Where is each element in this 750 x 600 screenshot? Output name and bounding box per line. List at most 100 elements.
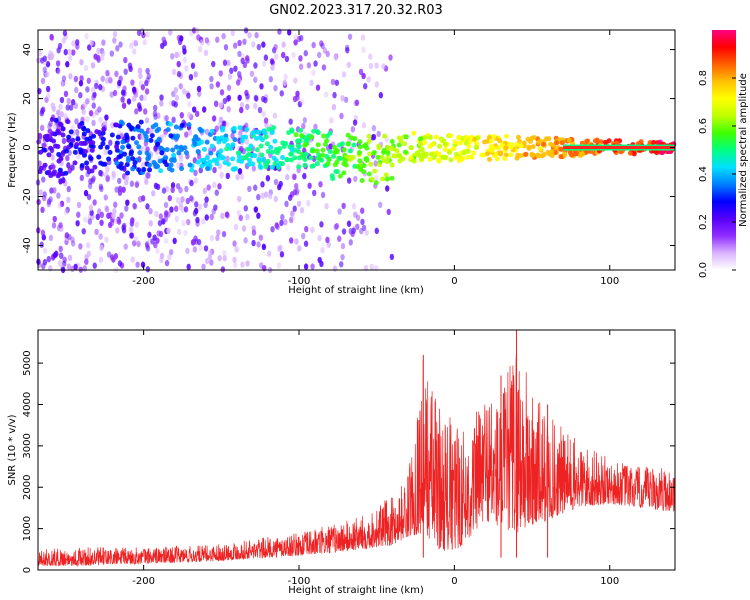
spectrogram-cell bbox=[171, 116, 176, 124]
spectrogram-x-ticks: -200 -100 0 100 bbox=[132, 30, 619, 287]
spectrogram-cell bbox=[180, 196, 185, 203]
spectrogram-cell bbox=[267, 192, 273, 200]
spectrogram-cell bbox=[388, 54, 393, 61]
spectrogram-cell bbox=[71, 40, 76, 47]
spectrogram-cell bbox=[201, 157, 207, 163]
spectrogram-cell bbox=[84, 165, 90, 171]
spectrogram-cell bbox=[41, 176, 46, 183]
spectrogram-cell bbox=[159, 256, 164, 264]
spectrogram-cell bbox=[63, 170, 69, 176]
spectrogram-cell bbox=[189, 195, 194, 202]
spectrogram-cell bbox=[217, 153, 223, 159]
spectrogram-cell bbox=[88, 110, 94, 117]
spectrogram-cell bbox=[48, 145, 54, 151]
spectrogram-cell bbox=[427, 156, 433, 162]
spectrogram-cell bbox=[68, 73, 73, 80]
spectrogram-cell bbox=[185, 247, 190, 255]
spectrogram-cell bbox=[101, 126, 107, 132]
spectrogram-cell bbox=[367, 151, 373, 157]
spectrogram-cell bbox=[185, 197, 191, 205]
spectrogram-x-tick-label: -100 bbox=[288, 276, 311, 287]
spectrogram-cell bbox=[272, 112, 278, 119]
spectrogram-cell bbox=[106, 156, 112, 162]
spectrogram-cell bbox=[124, 135, 130, 141]
spectrogram-cell bbox=[101, 39, 106, 46]
spectrogram-cell bbox=[87, 182, 93, 190]
snr-frame bbox=[37, 329, 676, 571]
spectrogram-cell bbox=[297, 100, 303, 108]
spectrogram-cell bbox=[437, 143, 443, 149]
spectrogram-cell bbox=[465, 148, 471, 154]
spectrogram-cell bbox=[340, 95, 345, 102]
spectrogram-cell bbox=[95, 213, 100, 221]
spectrogram-cell bbox=[197, 203, 203, 210]
spectrogram-cell bbox=[209, 83, 214, 90]
spectrogram-cell bbox=[104, 114, 109, 121]
spectrogram-cell bbox=[105, 69, 110, 77]
spectrogram-cell bbox=[168, 162, 174, 168]
spectrogram-cell bbox=[157, 219, 163, 227]
spectrogram-cell bbox=[467, 139, 473, 145]
spectrogram-cell bbox=[240, 57, 245, 65]
spectrogram-cell bbox=[417, 136, 423, 142]
spectrogram-cell bbox=[529, 151, 535, 157]
spectrogram-cell bbox=[176, 228, 182, 236]
spectrogram-cell bbox=[374, 174, 379, 182]
spectrogram-cell bbox=[193, 177, 199, 184]
spectrogram-cell bbox=[374, 227, 379, 235]
spectrogram-cell bbox=[132, 202, 137, 210]
spectrogram-cell bbox=[311, 69, 316, 77]
spectrogram-cell bbox=[187, 162, 193, 168]
spectrogram-cell bbox=[360, 34, 366, 41]
spectrogram-cell bbox=[225, 172, 231, 180]
spectrogram-cell bbox=[240, 155, 246, 161]
spectrogram-cell bbox=[38, 149, 44, 155]
spectrogram-cell bbox=[155, 183, 161, 191]
spectrogram-cell bbox=[347, 148, 353, 154]
spectrogram-cell bbox=[273, 178, 279, 186]
spectrogram-cell bbox=[98, 183, 104, 190]
spectrogram-cell bbox=[245, 152, 251, 158]
spectrogram-cell bbox=[55, 67, 60, 74]
spectrogram-cell bbox=[82, 265, 87, 272]
spectrogram-cell bbox=[337, 173, 343, 179]
spectrogram-cell bbox=[305, 136, 311, 142]
spectrogram-cell bbox=[226, 59, 231, 67]
spectrogram-cell bbox=[81, 228, 86, 235]
spectrogram-cell bbox=[98, 256, 104, 264]
spectrogram-cell bbox=[47, 123, 52, 130]
spectrogram-cell bbox=[163, 201, 169, 209]
spectrogram-cell bbox=[92, 91, 97, 99]
spectrogram-cell bbox=[337, 208, 342, 215]
spectrogram-cell bbox=[306, 199, 311, 207]
spectrogram-cell bbox=[372, 168, 378, 174]
spectrogram-cell bbox=[85, 86, 90, 93]
spectrogram-cell bbox=[178, 83, 183, 90]
spectrogram-cell bbox=[508, 152, 514, 158]
spectrogram-cell bbox=[236, 154, 242, 160]
spectrogram-cell bbox=[253, 206, 259, 213]
spectrogram-cell bbox=[277, 183, 282, 191]
spectrogram-cell bbox=[239, 138, 245, 144]
spectrogram-cell bbox=[204, 139, 210, 145]
spectrogram-cell bbox=[342, 158, 348, 164]
spectrogram-cell bbox=[508, 145, 514, 151]
spectrogram-cell bbox=[343, 162, 349, 168]
spectrogram-cell bbox=[309, 79, 314, 87]
spectrogram-cell bbox=[58, 103, 63, 111]
spectrogram-cell bbox=[537, 138, 543, 144]
spectrogram-cell bbox=[295, 187, 300, 195]
spectrogram-cell bbox=[59, 200, 65, 208]
colorbar-ticks: 0.0 0.2 0.4 0.6 0.8 bbox=[698, 70, 736, 278]
spectrogram-cell bbox=[204, 214, 209, 221]
spectrogram-cell bbox=[371, 150, 377, 156]
spectrogram-cell bbox=[104, 236, 109, 243]
spectrogram-cell bbox=[46, 152, 52, 158]
spectrogram-cell bbox=[61, 37, 66, 44]
spectrogram-cell bbox=[193, 71, 198, 78]
spectrogram-cell bbox=[137, 150, 143, 156]
spectrogram-cell bbox=[184, 185, 189, 193]
spectrogram-cell bbox=[256, 193, 261, 201]
spectrogram-cell bbox=[244, 126, 250, 132]
spectrogram-cell bbox=[129, 180, 135, 187]
